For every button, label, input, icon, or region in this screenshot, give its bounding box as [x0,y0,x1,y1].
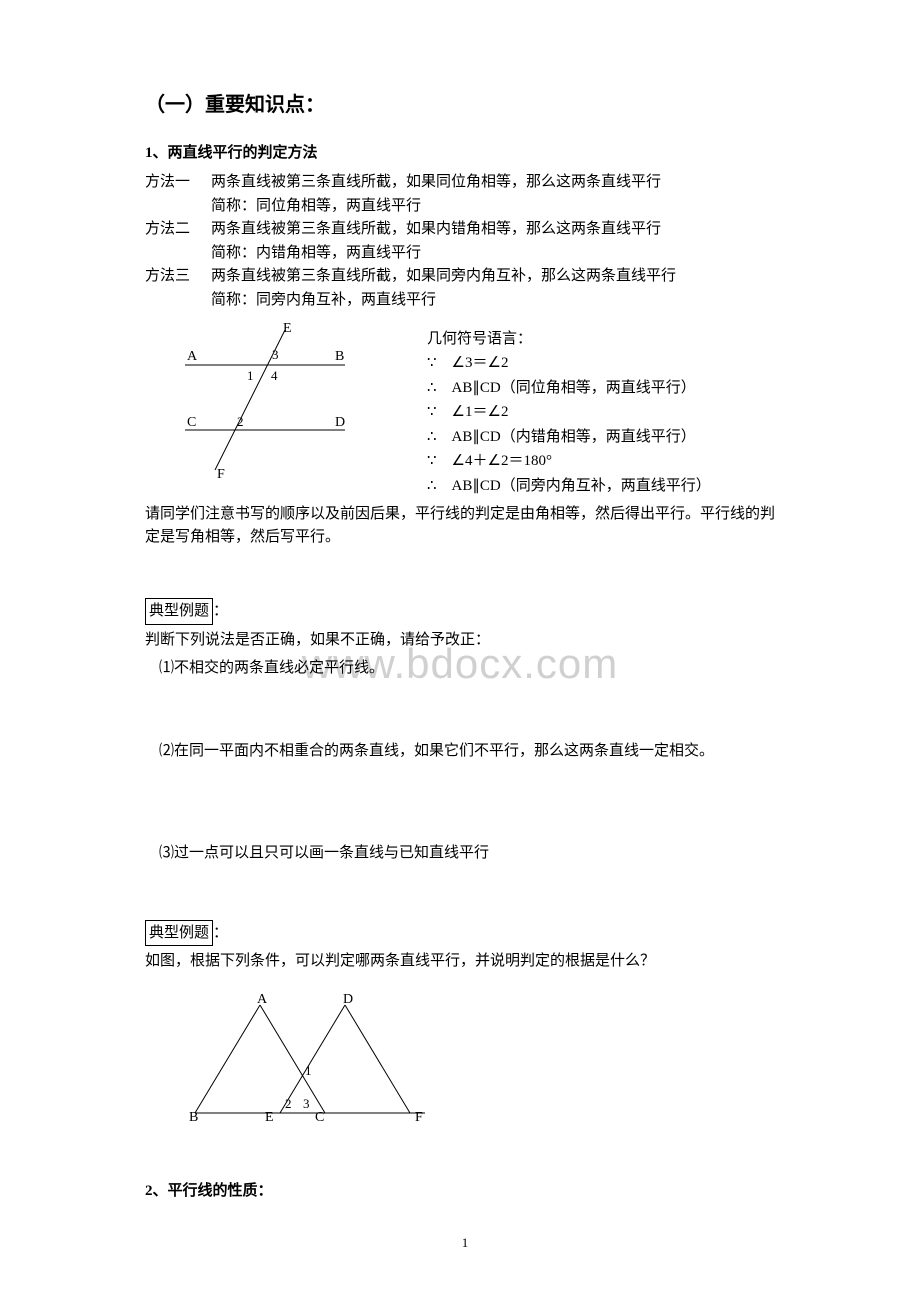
notation-block: 几何符号语言： ∵ ∠3＝∠2 ∴ AB∥CD（同位角相等，两直线平行） ∵ ∠… [427,328,711,500]
method2-text: 两条直线被第三条直线所截，如果内错角相等，那么这两条直线平行 [211,218,785,241]
notation-l6: ∴ AB∥CD（同旁内角互补，两直线平行） [427,475,711,498]
fig2-label-b: B [189,1110,198,1123]
figure1-diagram: A B C D E F 3 4 1 2 [175,320,375,480]
notation-l5: ∵ ∠4＋∠2＝180° [427,450,711,473]
method1-label: 方法一 [145,171,211,194]
method1-row: 方法一 两条直线被第三条直线所截，如果同位角相等，那么这两条直线平行 [145,171,785,194]
figure1-block: A B C D E F 3 4 1 2 几何符号语言： ∵ ∠3＝∠2 ∴ AB… [145,320,785,500]
method3-text: 两条直线被第三条直线所截，如果同旁内角互补，那么这两条直线平行 [211,265,785,288]
method3-row: 方法三 两条直线被第三条直线所截，如果同旁内角互补，那么这两条直线平行 [145,265,785,288]
main-title: （一）重要知识点： [145,90,785,120]
example2-colon: ： [213,925,228,941]
fig1-label-c: C [187,415,196,430]
fig2-label-e: E [265,1110,274,1123]
fig1-angle-2: 2 [237,414,244,429]
method1-text: 两条直线被第三条直线所截，如果同位角相等，那么这两条直线平行 [211,171,785,194]
fig1-label-b: B [335,349,344,364]
fig1-angle-3: 3 [272,347,279,362]
fig2-label-f: F [415,1110,423,1123]
page: （一）重要知识点： 1、两直线平行的判定方法 方法一 两条直线被第三条直线所截，… [0,0,920,1292]
fig2-label-d: D [343,993,353,1007]
note1: 请同学们注意书写的顺序以及前因后果，平行线的判定是由角相等，然后得出平行。平行线… [145,503,785,548]
figure2-diagram: A D B E C F 1 2 3 [185,993,445,1123]
example1-colon: ： [213,603,228,619]
notation-l2: ∴ AB∥CD（同位角相等，两直线平行） [427,377,711,400]
notation-l4: ∴ AB∥CD（内错角相等，两直线平行） [427,426,711,449]
fig1-angle-1: 1 [247,368,254,383]
example2-block: 典型例题： 如图，根据下列条件，可以判定哪两条直线平行，并说明判定的根据是什么？… [145,920,785,1131]
method2-row: 方法二 两条直线被第三条直线所截，如果内错角相等，那么这两条直线平行 [145,218,785,241]
page-number: 1 [145,1233,785,1253]
method1-short: 简称：同位角相等，两直线平行 [211,195,785,218]
example2-heading: 典型例题： [145,920,785,947]
fig1-label-d: D [335,415,345,430]
notation-title: 几何符号语言： [427,328,711,351]
fig1-label-e: E [283,321,292,336]
fig2-angle-3: 3 [303,1096,310,1111]
example1-heading: 典型例题： [145,598,785,625]
example1-block: 典型例题： 判断下列说法是否正确，如果不正确，请给予改正： ⑴不相交的两条直线必… [145,598,785,865]
method2-label: 方法二 [145,218,211,241]
example2-label: 典型例题 [145,920,213,947]
section1-heading: 1、两直线平行的判定方法 [145,142,785,165]
example1-label: 典型例题 [145,598,213,625]
fig2-label-a: A [257,993,268,1007]
example1-q1: ⑴不相交的两条直线必定平行线。 [159,657,785,680]
example1-prompt: 判断下列说法是否正确，如果不正确，请给予改正： [145,629,785,652]
example1-q3: ⑶过一点可以且只可以画一条直线与已知直线平行 [159,842,785,865]
notation-l1: ∵ ∠3＝∠2 [427,352,711,375]
section2-heading: 2、平行线的性质： [145,1180,785,1203]
fig1-label-f: F [217,467,225,480]
fig1-angle-4: 4 [271,368,278,383]
fig2-angle-1: 1 [305,1063,312,1078]
example1-q2: ⑵在同一平面内不相重合的两条直线，如果它们不平行，那么这两条直线一定相交。 [159,740,785,763]
notation-l3: ∵ ∠1＝∠2 [427,401,711,424]
example2-prompt: 如图，根据下列条件，可以判定哪两条直线平行，并说明判定的根据是什么？ [145,950,785,973]
method3-short: 简称：同旁内角互补，两直线平行 [211,289,785,312]
fig2-angle-2: 2 [285,1096,292,1111]
method3-label: 方法三 [145,265,211,288]
fig2-label-c: C [315,1110,324,1123]
fig1-label-a: A [187,349,198,364]
method2-short: 简称：内错角相等，两直线平行 [211,242,785,265]
